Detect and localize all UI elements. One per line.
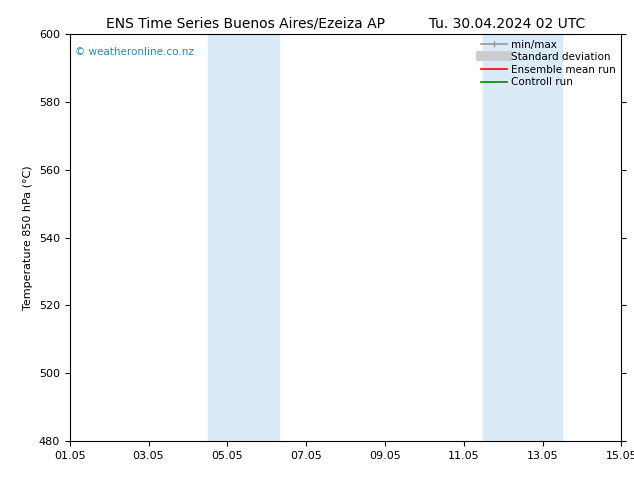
Bar	[207, 34, 278, 441]
Bar	[483, 34, 562, 441]
Y-axis label: Temperature 850 hPa (°C): Temperature 850 hPa (°C)	[23, 165, 33, 310]
Text: © weatheronline.co.nz: © weatheronline.co.nz	[75, 47, 194, 56]
Title: ENS Time Series Buenos Aires/Ezeiza AP          Tu. 30.04.2024 02 UTC: ENS Time Series Buenos Aires/Ezeiza AP T…	[106, 16, 585, 30]
Legend: min/max, Standard deviation, Ensemble mean run, Controll run: min/max, Standard deviation, Ensemble me…	[479, 37, 618, 89]
